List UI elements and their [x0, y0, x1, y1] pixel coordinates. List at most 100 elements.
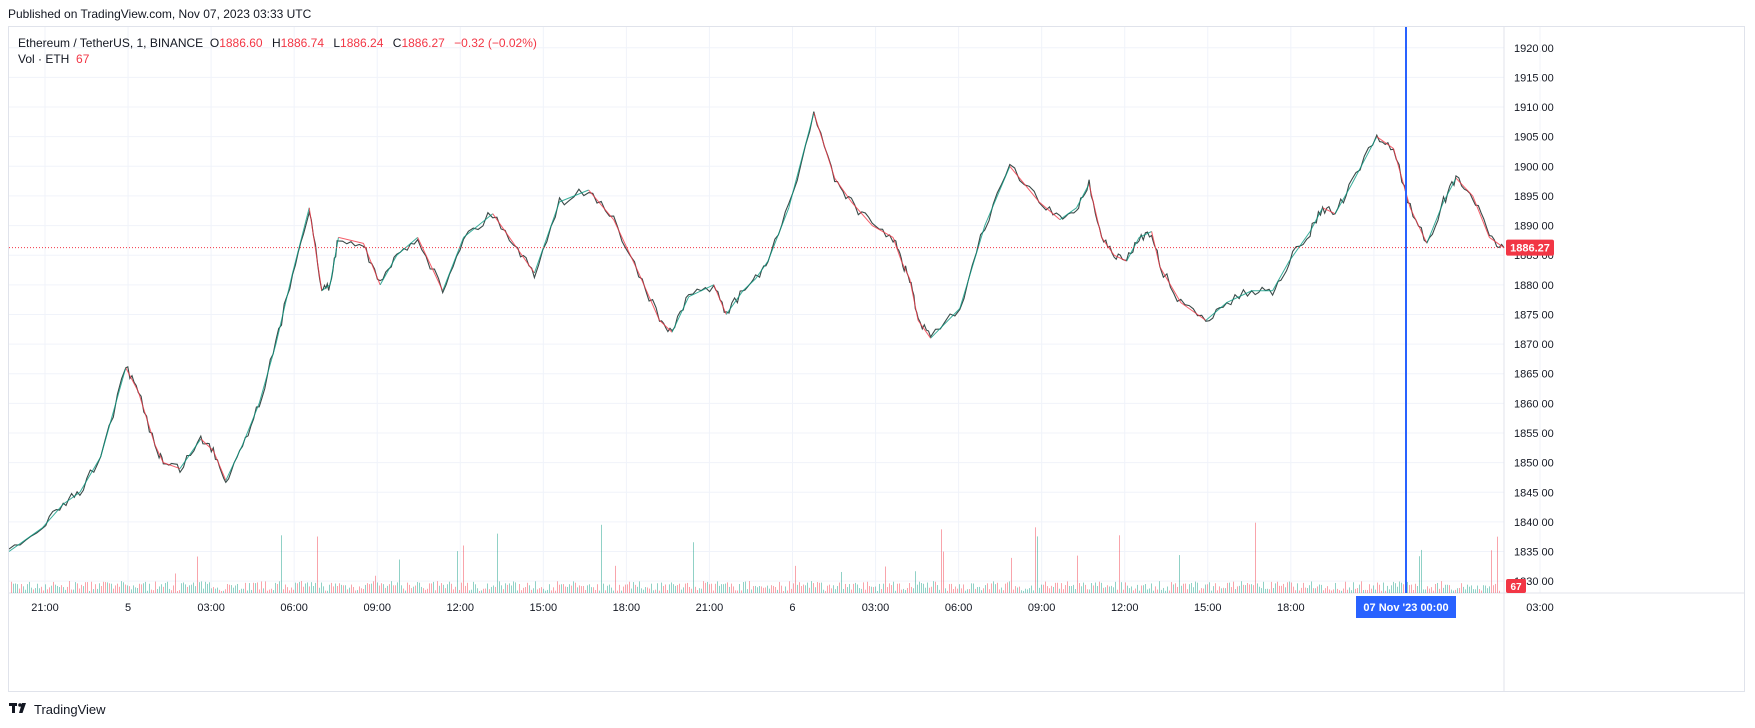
y-tick-label: 1905.00 — [1514, 132, 1554, 144]
volume-bar — [427, 588, 428, 593]
volume-bar — [1441, 581, 1442, 593]
volume-bar — [1295, 590, 1296, 593]
volume-bar — [781, 585, 782, 593]
volume-bar — [17, 584, 18, 593]
volume-bar — [1005, 583, 1006, 593]
volume-bar — [131, 589, 132, 593]
volume-bar — [337, 586, 338, 593]
volume-bar — [1333, 589, 1334, 593]
volume-bar — [1037, 536, 1038, 593]
volume-bar — [1165, 590, 1166, 593]
volume-bar — [1335, 582, 1336, 593]
volume-bar — [315, 582, 316, 593]
volume-bar — [287, 587, 288, 593]
volume-bar — [679, 583, 680, 593]
volume-bar — [1007, 582, 1008, 593]
volume-bar — [869, 586, 870, 593]
volume-bar — [1093, 585, 1094, 593]
price-segment — [638, 272, 661, 321]
volume-bar — [697, 590, 698, 593]
volume-bar — [291, 587, 292, 593]
volume-bar — [621, 590, 622, 593]
volume-bar — [1291, 582, 1292, 593]
volume-bar — [141, 584, 142, 593]
price-segment — [1288, 231, 1311, 262]
price-chart[interactable]: 1830.001835.001840.001845.001850.001855.… — [9, 27, 1744, 691]
price-segment — [321, 284, 331, 292]
volume-bar — [305, 583, 306, 593]
x-tick-label: 09:00 — [363, 602, 391, 614]
volume-bar — [567, 586, 568, 593]
volume-bar — [1135, 588, 1136, 593]
volume-bar — [1325, 588, 1326, 593]
volume-bar — [1031, 585, 1032, 593]
volume-bar — [979, 586, 980, 593]
volume-bar — [1493, 585, 1494, 593]
volume-bar — [871, 586, 872, 593]
volume-bar — [757, 587, 758, 593]
volume-bar — [1449, 585, 1450, 593]
volume-bar — [511, 585, 512, 593]
x-tick-label: 03:00 — [197, 602, 225, 614]
symbol-name[interactable]: Ethereum / TetherUS, 1, BINANCE — [18, 36, 204, 50]
volume-bar — [357, 590, 358, 593]
volume-bar — [489, 589, 490, 593]
volume-bar — [527, 582, 528, 593]
volume-bar — [1435, 583, 1436, 593]
chart-frame[interactable]: 1830.00 1835.00 1840.00 1845.00 1850.00 1855.… — [8, 26, 1745, 692]
volume-bar — [327, 590, 328, 593]
volume-bar — [1365, 589, 1366, 593]
y-tick-label: 1865.00 — [1514, 369, 1554, 381]
volume-bar — [801, 586, 802, 593]
volume-bar — [397, 582, 398, 593]
volume-bar — [711, 583, 712, 593]
volume-bar — [319, 587, 320, 593]
volume-bar — [1461, 583, 1462, 593]
volume-bar — [545, 590, 546, 593]
price-segment — [671, 296, 690, 333]
volume-bar — [145, 581, 146, 593]
volume-bar — [475, 584, 476, 593]
volume-badge-label: 67 — [1510, 582, 1522, 593]
volume-bar — [195, 586, 196, 593]
price-segment — [1059, 207, 1077, 221]
volume-bar — [1329, 589, 1330, 593]
volume-bar — [1107, 585, 1108, 593]
volume-bar — [847, 587, 848, 593]
volume-bar — [981, 590, 982, 593]
volume-bar — [301, 581, 302, 593]
volume-bar — [815, 587, 816, 593]
volume-bar — [483, 588, 484, 593]
price-segment — [396, 237, 418, 256]
volume-bar — [551, 590, 552, 593]
volume-bar — [569, 584, 570, 593]
volume-bar — [1021, 590, 1022, 593]
volume-bar — [179, 590, 180, 593]
volume-bar — [833, 585, 834, 593]
volume-bar — [663, 585, 664, 593]
volume-bar — [1277, 581, 1278, 593]
volume-bar — [329, 584, 330, 593]
volume-bar — [1147, 589, 1148, 593]
volume-bar — [213, 587, 214, 593]
volume-bar — [229, 584, 230, 593]
volume-bar — [185, 584, 186, 593]
volume-bar — [905, 590, 906, 593]
volume-bar — [673, 584, 674, 593]
volume-bar — [87, 582, 88, 593]
volume-bar — [1447, 584, 1448, 593]
volume-bar — [1011, 557, 1012, 593]
volume-bar — [1415, 583, 1416, 593]
volume-label[interactable]: Vol · ETH — [18, 52, 70, 66]
volume-bar — [841, 571, 842, 593]
volume-bar — [303, 586, 304, 593]
volume-bar — [565, 586, 566, 593]
volume-bar — [1221, 588, 1222, 593]
tradingview-logo-icon — [9, 702, 29, 717]
volume-bar — [719, 585, 720, 593]
volume-bar — [605, 590, 606, 593]
volume-bar — [855, 582, 856, 593]
volume-value: 67 — [76, 52, 90, 66]
volume-bar — [1459, 587, 1460, 593]
price-segment — [767, 207, 790, 262]
